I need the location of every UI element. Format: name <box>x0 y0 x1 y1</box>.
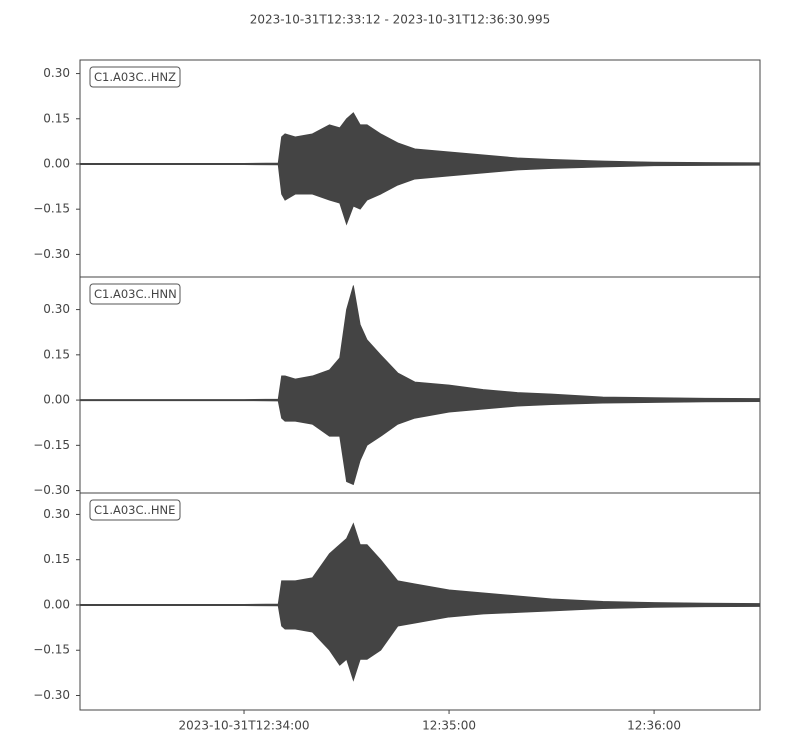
y-tick-label: 0.15 <box>43 111 70 125</box>
panel-frame <box>79 492 761 711</box>
x-tick-label: 12:36:00 <box>627 719 681 733</box>
y-tick-label: 0.30 <box>43 302 70 316</box>
waveform <box>79 399 761 486</box>
y-tick-label: 0.30 <box>43 507 70 521</box>
trace-label: C1.A03C..HNN <box>94 287 177 301</box>
y-tick-label: −0.30 <box>33 247 70 261</box>
y-tick-label: −0.15 <box>33 438 70 452</box>
trace-label-box <box>89 66 181 88</box>
x-tick-label: 2023-10-31T12:34:00 <box>179 719 310 733</box>
y-tick-label: 0.00 <box>43 156 70 170</box>
y-tick-label: 0.00 <box>43 393 70 407</box>
trace-label: C1.A03C..HNE <box>94 503 175 517</box>
trace-label-box <box>89 499 181 521</box>
trace-label: C1.A03C..HNZ <box>94 70 176 84</box>
y-tick-label: −0.15 <box>33 202 70 216</box>
y-tick-label: −0.15 <box>33 643 70 657</box>
y-tick-label: −0.30 <box>33 688 70 702</box>
y-tick-label: 0.15 <box>43 347 70 361</box>
chart-title: 2023-10-31T12:33:12 - 2023-10-31T12:36:3… <box>250 13 551 27</box>
trace-label-box <box>89 283 181 305</box>
waveform <box>79 163 761 226</box>
x-tick-label: 12:35:00 <box>422 719 476 733</box>
waveform <box>79 522 761 606</box>
y-tick-label: 0.15 <box>43 552 70 566</box>
waveform <box>79 285 761 401</box>
waveform <box>79 604 761 682</box>
y-tick-label: −0.30 <box>33 483 70 497</box>
waveform <box>79 112 761 165</box>
y-tick-label: 0.00 <box>43 597 70 611</box>
y-tick-label: 0.30 <box>43 66 70 80</box>
